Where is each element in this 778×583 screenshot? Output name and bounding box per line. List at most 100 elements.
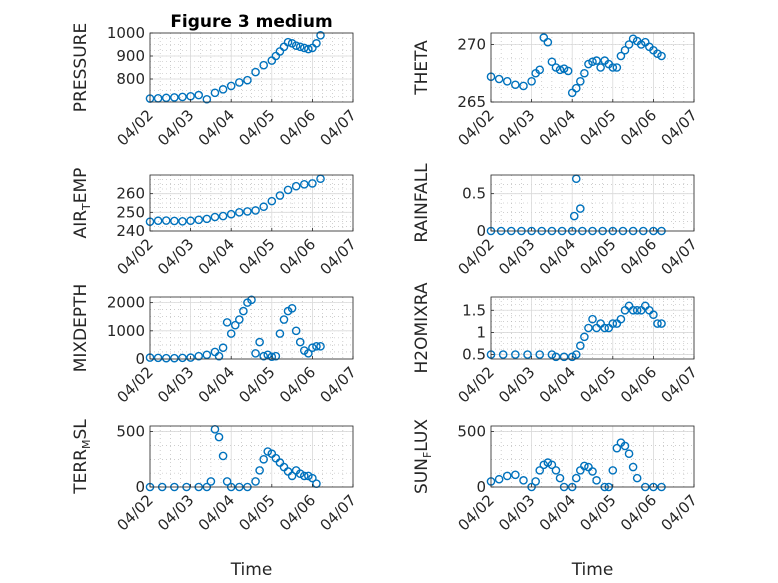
data-point	[308, 179, 317, 188]
y-tick-label: 260	[116, 185, 145, 203]
y-tick-label: 0	[135, 478, 145, 496]
data-point	[657, 319, 666, 328]
data-point	[235, 78, 244, 87]
data-point	[186, 216, 195, 226]
data-point	[161, 93, 171, 103]
data-point	[588, 57, 597, 67]
data-point	[226, 329, 236, 338]
data-point	[624, 40, 634, 49]
data-point	[202, 214, 212, 224]
y-tick-label: 265	[457, 93, 486, 111]
axes-box	[149, 174, 354, 232]
data-point	[194, 90, 204, 100]
x-axis-label: Time	[230, 560, 273, 580]
data-point	[531, 477, 540, 486]
data-point	[588, 467, 597, 476]
y-axis-label: THETA	[412, 40, 432, 96]
data-point	[535, 65, 545, 75]
data-point	[287, 303, 297, 313]
data-point	[592, 56, 601, 65]
y-axis-label: TERRMSL	[71, 419, 93, 495]
y-axis-label: AIRTEMP	[71, 168, 93, 239]
data-point	[551, 466, 561, 475]
data-point	[620, 45, 630, 55]
data-point	[271, 351, 281, 361]
data-point	[299, 180, 309, 189]
data-point	[653, 319, 662, 328]
y-axis-label: RAINFALL	[412, 163, 432, 243]
data-point	[161, 216, 171, 225]
data-point	[502, 471, 512, 481]
y-tick-label: 0	[135, 350, 145, 368]
data-point	[170, 93, 179, 102]
y-tick-label: 1	[476, 323, 486, 341]
data-point	[312, 39, 321, 48]
data-point	[235, 315, 244, 324]
data-point	[202, 94, 212, 104]
axes-background	[491, 33, 694, 102]
data-point	[218, 211, 228, 221]
data-point	[275, 191, 285, 200]
data-point	[519, 81, 528, 91]
data-point	[535, 350, 545, 359]
data-point	[222, 477, 232, 486]
data-point	[580, 332, 589, 342]
y-tick-label: 0	[476, 222, 486, 240]
y-axis-label: MIXDEPTH	[71, 284, 91, 373]
data-point	[608, 319, 618, 328]
data-point	[308, 473, 317, 483]
data-point	[206, 477, 216, 486]
y-tick-label: 1000	[107, 322, 145, 340]
data-point	[239, 306, 248, 316]
data-point	[247, 295, 256, 305]
data-point	[161, 353, 171, 363]
data-point	[218, 85, 228, 94]
data-point	[535, 466, 545, 475]
data-point	[178, 353, 187, 363]
data-point	[612, 63, 622, 72]
y-tick-label: 800	[116, 70, 145, 88]
data-point	[251, 477, 260, 486]
data-point	[259, 60, 268, 70]
y-tick-label: 0.5	[462, 185, 486, 203]
data-point	[616, 51, 626, 61]
y-tick-label: 0	[476, 478, 486, 496]
data-point	[569, 211, 579, 221]
subplot-1: 04/0204/0304/0404/0504/0604/078009001000…	[71, 12, 360, 149]
data-point	[571, 473, 581, 483]
y-tick-label: 500	[457, 423, 486, 441]
axes-box	[149, 32, 354, 103]
data-point	[555, 65, 565, 75]
data-point	[222, 318, 232, 327]
data-point	[218, 451, 228, 461]
data-point	[170, 216, 179, 226]
axes-background	[150, 33, 353, 102]
y-tick-label: 240	[116, 222, 145, 240]
data-point	[502, 77, 512, 86]
y-axis-label: H2OMIXRA	[412, 282, 432, 373]
data-point	[494, 74, 504, 84]
data-point	[592, 476, 601, 485]
data-point	[571, 350, 581, 359]
data-point	[316, 342, 325, 351]
axes-box	[490, 425, 695, 488]
data-point	[194, 215, 204, 225]
data-point	[523, 350, 532, 359]
data-point	[304, 44, 313, 54]
axes-box	[149, 296, 354, 360]
data-point	[153, 216, 163, 226]
data-point	[519, 476, 528, 485]
data-point	[267, 196, 277, 206]
data-point	[230, 320, 240, 330]
data-point	[263, 350, 273, 360]
data-point	[580, 68, 589, 78]
y-tick-label: 270	[457, 36, 486, 54]
data-point	[170, 353, 179, 363]
data-point	[584, 323, 593, 333]
data-point	[218, 343, 228, 353]
data-point	[304, 349, 313, 358]
data-point	[596, 63, 605, 72]
data-point	[283, 185, 293, 195]
data-point	[283, 37, 293, 47]
